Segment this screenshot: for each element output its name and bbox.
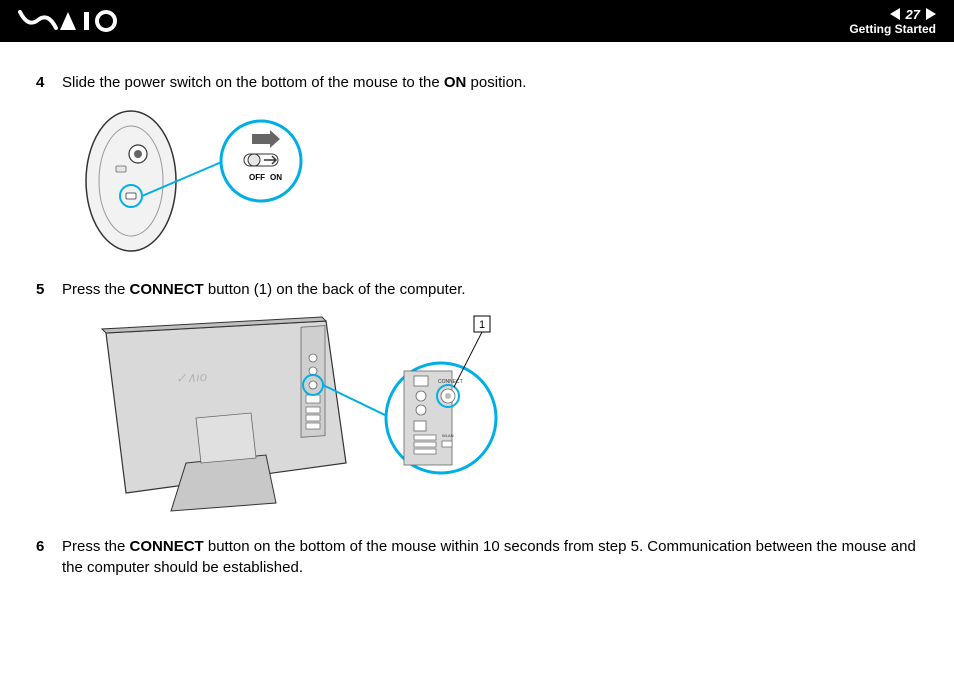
step-text: Slide the power switch on the bottom of …: [62, 72, 526, 94]
prev-page-icon[interactable]: [890, 8, 900, 20]
step-number: 6: [36, 536, 48, 558]
next-page-icon[interactable]: [926, 8, 936, 20]
page-nav: 27: [849, 7, 936, 22]
vaio-logo: [18, 10, 128, 32]
page-header: 27 Getting Started: [0, 0, 954, 42]
svg-text:ON: ON: [270, 173, 282, 182]
svg-text:✓∧ıo: ✓∧ıo: [175, 368, 207, 385]
step-text: Press the CONNECT button on the bottom o…: [62, 536, 918, 580]
step-number: 5: [36, 279, 48, 301]
header-right: 27 Getting Started: [849, 7, 936, 36]
section-title: Getting Started: [849, 22, 936, 36]
figure-mouse-switch: OFF ON: [76, 106, 918, 261]
page-number: 27: [906, 7, 920, 22]
svg-text:OFF: OFF: [249, 173, 265, 182]
step-4: 4 Slide the power switch on the bottom o…: [36, 72, 918, 94]
step-5: 5 Press the CONNECT button (1) on the ba…: [36, 279, 918, 301]
page-content: 4 Slide the power switch on the bottom o…: [0, 42, 954, 579]
step-text: Press the CONNECT button (1) on the back…: [62, 279, 466, 301]
svg-text:WLAN: WLAN: [442, 433, 454, 438]
step-6: 6 Press the CONNECT button on the bottom…: [36, 536, 918, 580]
svg-text:CONNECT: CONNECT: [438, 379, 463, 385]
figure-computer-back: ✓∧ıo CONNECT: [76, 313, 918, 518]
svg-text:1: 1: [479, 319, 485, 331]
step-number: 4: [36, 72, 48, 94]
